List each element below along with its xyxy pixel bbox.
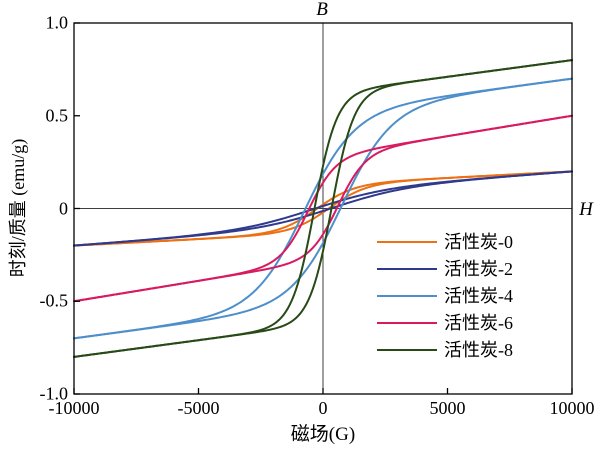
y-tick-label-4: -1.0	[39, 383, 69, 404]
series-curve-2-lower-branch	[73, 77, 573, 340]
x-tick-label-1: -5000	[177, 398, 220, 418]
legend-line-swatch-0	[377, 240, 437, 243]
x-tick-label-0: -10000	[48, 398, 100, 418]
series-curve-4-lower-branch	[73, 59, 573, 358]
top-axis-label-B: B	[316, 0, 328, 20]
x-axis-label: 磁场(G)	[290, 424, 356, 445]
legend-item-4: 活性炭-8	[377, 336, 513, 363]
legend-label-1: 活性炭-2	[444, 258, 513, 279]
right-axis-label-H: H	[579, 199, 593, 220]
legend: 活性炭-0 活性炭-2 活性炭-4 活性炭-6 活性炭-8	[377, 228, 513, 363]
y-tick-label-3: -0.5	[39, 290, 69, 311]
legend-line-swatch-3	[377, 321, 437, 324]
legend-label-0: 活性炭-0	[444, 231, 513, 252]
y-tick-label-2: 0	[59, 198, 68, 218]
x-tick-label-2: 0	[318, 398, 328, 418]
legend-line-swatch-1	[377, 267, 437, 270]
legend-line-swatch-2	[377, 294, 437, 297]
legend-item-1: 活性炭-2	[377, 255, 513, 282]
series-curve-3-lower-branch	[73, 114, 573, 303]
legend-item-2: 活性炭-4	[377, 282, 513, 309]
series-curve-0-lower-branch	[73, 170, 573, 247]
series-curve-1-lower-branch	[73, 170, 573, 247]
legend-item-0: 活性炭-0	[377, 228, 513, 255]
legend-item-3: 活性炭-6	[377, 309, 513, 336]
x-tick-label-4: 10000	[549, 398, 595, 418]
legend-label-4: 活性炭-8	[444, 339, 513, 360]
legend-label-3: 活性炭-6	[444, 312, 513, 333]
x-tick-label-3: 5000	[429, 398, 466, 418]
y-tick-label-0: 1.0	[45, 12, 69, 33]
y-axis-label: 时刻/质量 (emu/g)	[8, 138, 28, 278]
legend-line-swatch-4	[377, 348, 437, 351]
y-tick-label-1: 0.5	[45, 105, 69, 126]
legend-label-2: 活性炭-4	[444, 285, 513, 306]
